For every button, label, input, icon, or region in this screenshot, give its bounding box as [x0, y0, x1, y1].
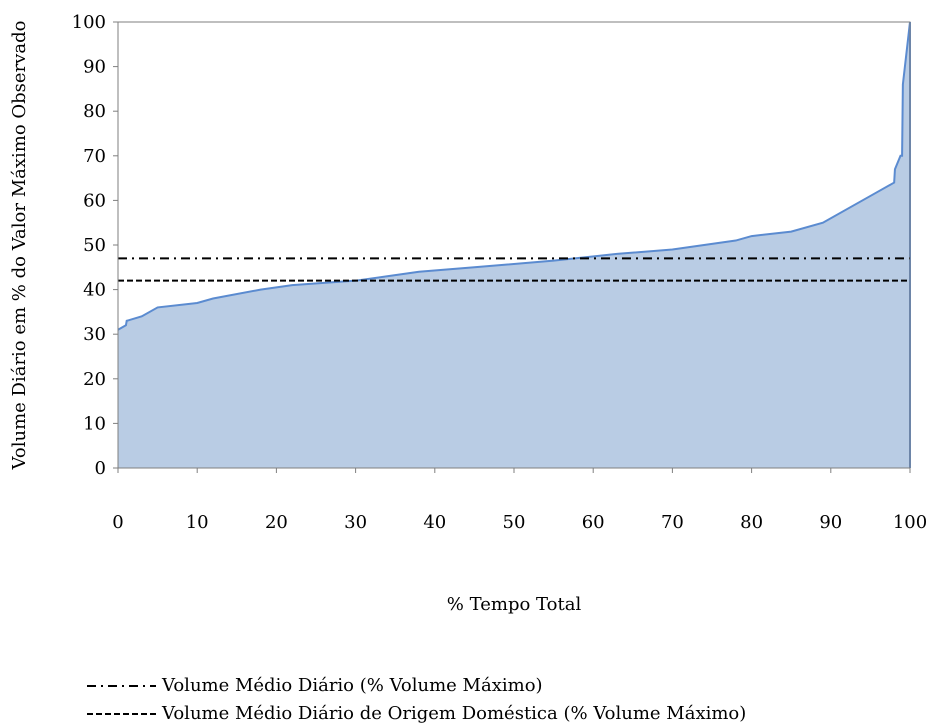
- dash-dot-line-icon: [87, 684, 156, 687]
- legend-label-domestic: Volume Médio Diário de Origem Doméstica …: [162, 703, 747, 724]
- x-tick-label: 80: [740, 512, 763, 533]
- x-tick-label: 60: [582, 512, 605, 533]
- legend-item-domestic: Volume Médio Diário de Origem Doméstica …: [86, 703, 746, 724]
- y-tick-label: 50: [83, 235, 106, 256]
- area-line-0: [117, 21, 911, 468]
- y-tick-label: 80: [83, 101, 106, 122]
- y-tick-label: 0: [95, 458, 106, 479]
- x-axis-title: % Tempo Total: [447, 594, 582, 615]
- y-tick-label: 60: [83, 190, 106, 211]
- x-tick-label: 20: [265, 512, 288, 533]
- y-tick-label: 30: [83, 324, 106, 345]
- y-tick-label: 100: [72, 12, 106, 33]
- x-tick-label: 70: [661, 512, 684, 533]
- x-tick-label: 90: [819, 512, 842, 533]
- y-tick-label: 40: [83, 280, 106, 301]
- legend-label-average: Volume Médio Diário (% Volume Máximo): [162, 675, 543, 696]
- area-fill-0: [118, 22, 910, 468]
- dashed-line-icon: [87, 712, 156, 715]
- axes: [113, 21, 911, 473]
- x-tick-label: 50: [503, 512, 526, 533]
- x-tick-label: 30: [344, 512, 367, 533]
- y-tick-label: 90: [83, 57, 106, 78]
- tick-labels: 0 10 20 30 40 50 60 70 80 90 100 0 10 20 30 40 50 60 70 80 9…: [72, 12, 928, 533]
- area-layer: [117, 21, 911, 468]
- y-tick-label: 70: [83, 146, 106, 167]
- x-tick-label: 10: [186, 512, 209, 533]
- area-chart: 0 10 20 30 40 50 60 70 80 90 100 0 10 20 30 40 50 60 70 80 9…: [9, 12, 928, 615]
- x-tick-label: 0: [112, 512, 123, 533]
- y-axis-title: Volume Diário em % do Valor Máximo Obser…: [9, 21, 30, 471]
- x-tick-label: 40: [423, 512, 446, 533]
- legend-item-average: Volume Médio Diário (% Volume Máximo): [86, 675, 543, 696]
- reference-lines: [118, 257, 910, 282]
- y-tick-label: 10: [83, 413, 106, 434]
- x-tick-label: 100: [893, 512, 927, 533]
- y-tick-label: 20: [83, 369, 106, 390]
